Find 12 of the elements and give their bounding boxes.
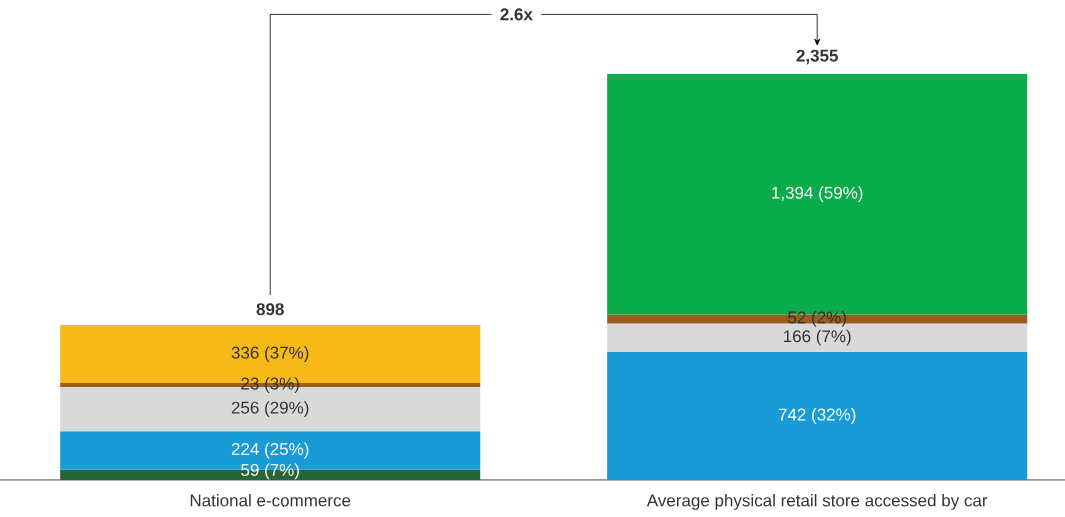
data-label: 336 (37%) xyxy=(231,346,309,363)
total-label: 2,355 xyxy=(796,49,838,65)
x-tick-label: Average physical retail store accessed by car xyxy=(646,494,988,510)
data-label: 742 (32%) xyxy=(778,408,856,424)
data-label: 166 (7%) xyxy=(784,329,851,346)
text: 2.6x xyxy=(500,8,533,21)
total-label: 898 xyxy=(256,303,284,316)
bar xyxy=(607,352,1028,480)
data-label: 256 (29%) xyxy=(231,401,309,418)
data-label: 1,394 (59%) xyxy=(772,186,863,203)
data-label: 224 (25%) xyxy=(231,442,309,459)
x-tick-label: National e-commerce xyxy=(190,494,351,507)
